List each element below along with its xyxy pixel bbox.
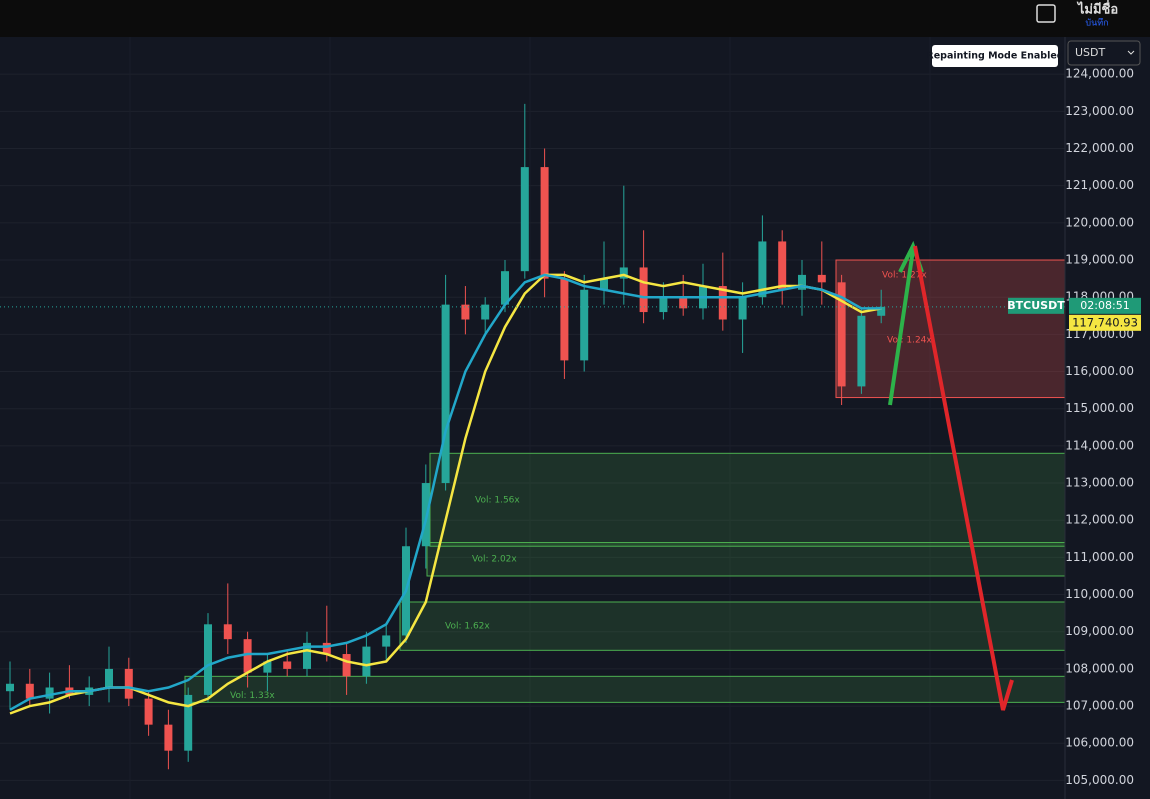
candle-body [600,278,608,290]
candle-body [619,267,628,279]
zone-label: Vol: 1.27x [882,271,927,281]
y-tick-label: 108,000.00 [1065,661,1134,675]
candle-body [6,683,14,692]
zone-label: Vol: 1.56x [475,495,520,505]
y-tick-label: 105,000.00 [1065,773,1134,787]
candle-body [144,698,153,725]
candle-body [303,642,311,669]
zone-label: Vol: 1.62x [445,622,490,632]
candle-body [639,267,648,313]
annotation: Vol: 1.24x [887,336,932,346]
y-tick-label: 109,000.00 [1065,624,1134,638]
y-tick-label: 116,000.00 [1065,364,1134,378]
candle-body [322,642,331,655]
symbol: BTCUSDT [1007,299,1065,312]
zone-label: Vol: 1.33x [230,691,275,701]
y-tick-label: 107,000.00 [1065,699,1134,713]
layout-title[interactable]: ไม่มีชื่อ [1076,0,1118,18]
candle-body [105,668,113,688]
candle-body [560,278,569,361]
last-price-tag [1069,314,1141,331]
zone [184,675,1066,703]
candle-body [382,635,391,647]
candle-body [204,624,212,695]
countdown-tag [1069,297,1141,314]
candle-body [164,724,173,751]
candle-body [342,654,351,677]
zone [835,259,1066,399]
candle-body [481,304,490,320]
notice-box [932,45,1058,67]
currency-select[interactable] [1067,40,1141,66]
candle-body [223,624,232,640]
projection-down [913,245,1014,711]
candle-body [857,315,866,387]
candle-body [817,274,826,283]
y-tick-label: 114,000.00 [1065,438,1134,452]
candle-body [679,297,688,309]
top-bar [0,0,1150,37]
candle-body [778,241,787,290]
candle-body [441,304,450,484]
candle-body [501,271,509,305]
dropdown-caret [1127,50,1135,55]
last-price: 117,740.93 [1072,315,1138,329]
candle-body [798,274,806,290]
candle-body [461,304,470,320]
y-tick-label: 111,000.00 [1065,550,1134,564]
symbol-tag [1008,297,1064,314]
zone [426,542,1066,577]
candle-body [718,286,727,320]
currency[interactable]: USDT [1075,46,1106,59]
candle-body [580,289,589,361]
candle-body [283,661,292,669]
candle-body [362,646,371,677]
y-tick-label: 120,000.00 [1065,215,1134,229]
candle-body [540,167,549,279]
projection-up [888,249,915,406]
y-tick-label: 113,000.00 [1065,476,1134,490]
notice: Repainting Mode Enabled [926,51,1063,62]
moving-average [9,273,882,711]
candle-body [758,241,767,298]
price-axis [1065,37,1150,799]
y-tick-label: 124,000.00 [1065,67,1134,81]
candle-body [25,683,34,699]
y-tick-label: 122,000.00 [1065,141,1134,155]
candle-body [184,694,193,751]
candle-body [738,297,747,320]
y-tick-label: 112,000.00 [1065,513,1134,527]
candle-body [877,306,886,316]
y-tick-label: 110,000.00 [1065,587,1134,601]
candle-body [124,668,133,699]
y-tick-label: 123,000.00 [1065,104,1134,118]
save-link[interactable]: บันทึก [1085,18,1108,29]
zone [399,601,1066,651]
layout-icon[interactable] [1036,4,1056,23]
moving-average [9,273,882,715]
candle-body [263,661,272,673]
candle-body [520,167,529,272]
y-tick-label: 106,000.00 [1065,736,1134,750]
candle-body [837,282,846,387]
candle-body [659,297,668,313]
y-tick-label: 121,000.00 [1065,178,1134,192]
zone-label: Vol: 2.02x [472,555,517,565]
y-tick-label: 119,000.00 [1065,253,1134,267]
candle-body [243,639,252,673]
candle-body [45,687,54,699]
y-tick-label: 115,000.00 [1065,401,1134,415]
countdown: 02:08:51 [1080,299,1129,312]
